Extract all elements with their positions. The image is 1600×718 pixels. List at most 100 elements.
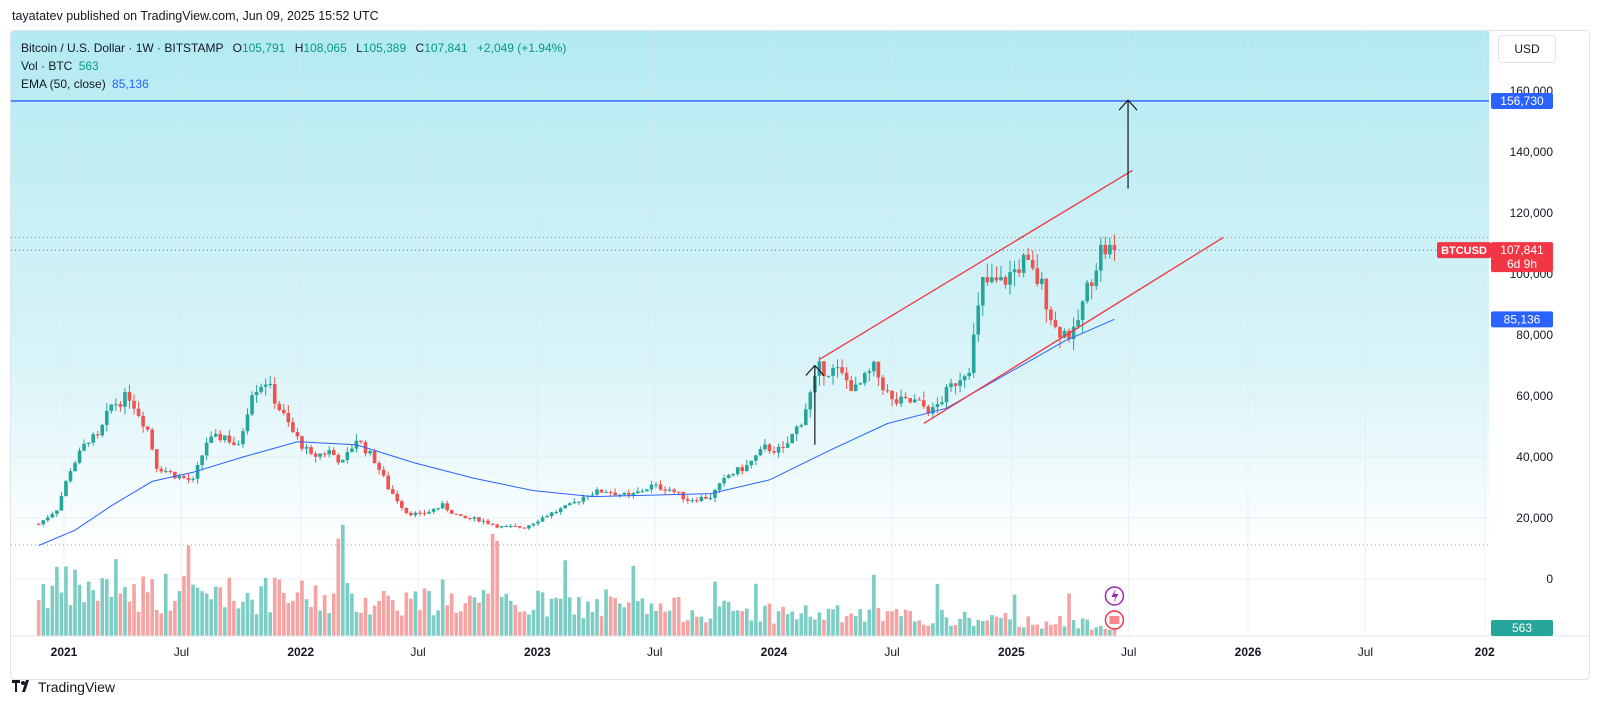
candle-body: [377, 462, 381, 470]
volume-bar: [123, 587, 127, 636]
volume-bar: [304, 599, 309, 636]
candle-body: [59, 495, 64, 511]
candle-body: [1089, 282, 1094, 286]
candle-body: [468, 517, 472, 519]
volume-bar: [1094, 627, 1099, 636]
volume-bar: [368, 614, 372, 636]
candle-body: [114, 404, 118, 406]
volume-bar: [622, 607, 627, 636]
candle-body: [772, 451, 776, 453]
candle-body: [127, 392, 132, 401]
volume-bar: [799, 613, 804, 636]
candle-body: [554, 511, 558, 513]
volume-bar: [817, 612, 822, 636]
candle-body: [341, 460, 345, 463]
candle-body: [109, 404, 114, 412]
legend-change: +2,049 (+1.94%): [476, 41, 567, 55]
legend-high: 108,065: [303, 41, 347, 55]
candle-body: [372, 450, 377, 463]
volume-bar: [164, 573, 168, 636]
chart-frame[interactable]: 0 20,000 40,000 60,000 80,000 100,000 120,000 1…: [10, 30, 1590, 680]
price-axis-background: [1489, 31, 1589, 636]
candle-body: [272, 383, 277, 404]
candle-body: [1053, 320, 1058, 328]
volume-bar: [626, 602, 631, 636]
candle-body: [645, 489, 649, 492]
candle-body: [504, 526, 509, 528]
volume-bar: [477, 602, 481, 636]
candle-body: [604, 491, 608, 493]
candle-body: [1062, 330, 1067, 338]
candle-body: [477, 517, 481, 522]
candle-body: [890, 390, 894, 400]
candle-body: [985, 277, 990, 283]
candle-body: [291, 422, 295, 433]
currency-button[interactable]: USD: [1498, 35, 1556, 63]
volume-bar: [990, 615, 994, 636]
candle-body: [926, 406, 931, 414]
volume-bar: [173, 601, 177, 636]
candle-body: [599, 489, 604, 493]
candle-body: [1003, 277, 1008, 285]
volume-bar: [1049, 624, 1053, 636]
volume-bar: [563, 560, 568, 636]
candle-body: [872, 361, 876, 372]
volume-bar: [109, 596, 114, 636]
volume-bar: [227, 577, 232, 636]
candle-body: [1035, 268, 1040, 284]
candle-body: [567, 503, 572, 506]
x-tick-label: Jul: [647, 645, 662, 659]
candle-body: [204, 442, 209, 456]
footer-brand: TradingView: [38, 679, 116, 695]
candle-body: [899, 396, 903, 404]
candle-body: [454, 513, 459, 515]
volume-bar: [867, 609, 872, 636]
candle-body: [164, 471, 168, 473]
candle-body: [931, 407, 935, 414]
volume-bar: [377, 600, 381, 636]
volume-bar: [581, 618, 586, 636]
volume-bar: [649, 603, 654, 636]
volume-bar: [191, 584, 195, 636]
candle-body: [558, 508, 563, 512]
candle-body: [36, 524, 41, 526]
plot-background: [11, 31, 1489, 636]
candle-body: [699, 496, 704, 502]
volume-bar: [463, 603, 468, 636]
volume-tag: 563: [1512, 621, 1532, 635]
candle-body: [822, 361, 826, 377]
breakout-arrow-head[interactable]: [805, 364, 825, 376]
volume-bar: [104, 579, 109, 636]
volume-bar: [154, 609, 159, 636]
volume-bar: [277, 579, 282, 636]
volume-bar: [722, 600, 726, 636]
candle-body: [849, 380, 853, 391]
channel-lower-line[interactable]: [923, 236, 1224, 425]
volume-bar: [599, 616, 604, 636]
candle-body: [867, 371, 872, 374]
volume-bar: [272, 577, 277, 636]
ema-line: [38, 318, 1115, 546]
channel-upper-line[interactable]: [819, 169, 1133, 360]
volume-bar: [186, 545, 191, 636]
candle-body: [831, 367, 835, 376]
candle-body: [903, 396, 908, 399]
candle-body: [754, 455, 758, 461]
volume-bar: [917, 620, 922, 636]
volume-bar: [858, 609, 863, 636]
volume-bar: [68, 605, 73, 636]
volume-bar: [776, 611, 781, 636]
candle-body: [132, 400, 136, 409]
candle-body: [1080, 301, 1085, 321]
candle-body: [540, 517, 545, 522]
volume-bar: [663, 611, 667, 636]
candle-body: [595, 489, 599, 495]
target-arrow-head[interactable]: [1118, 99, 1138, 111]
volume-bar: [518, 611, 522, 636]
volume-bar: [1044, 621, 1049, 636]
candle-body: [654, 484, 658, 486]
candle-body: [681, 491, 686, 500]
chart-canvas[interactable]: 020,00040,00060,00080,000100,000120,0001…: [11, 31, 1590, 680]
candle-body: [186, 478, 191, 480]
candle-body: [717, 483, 722, 490]
